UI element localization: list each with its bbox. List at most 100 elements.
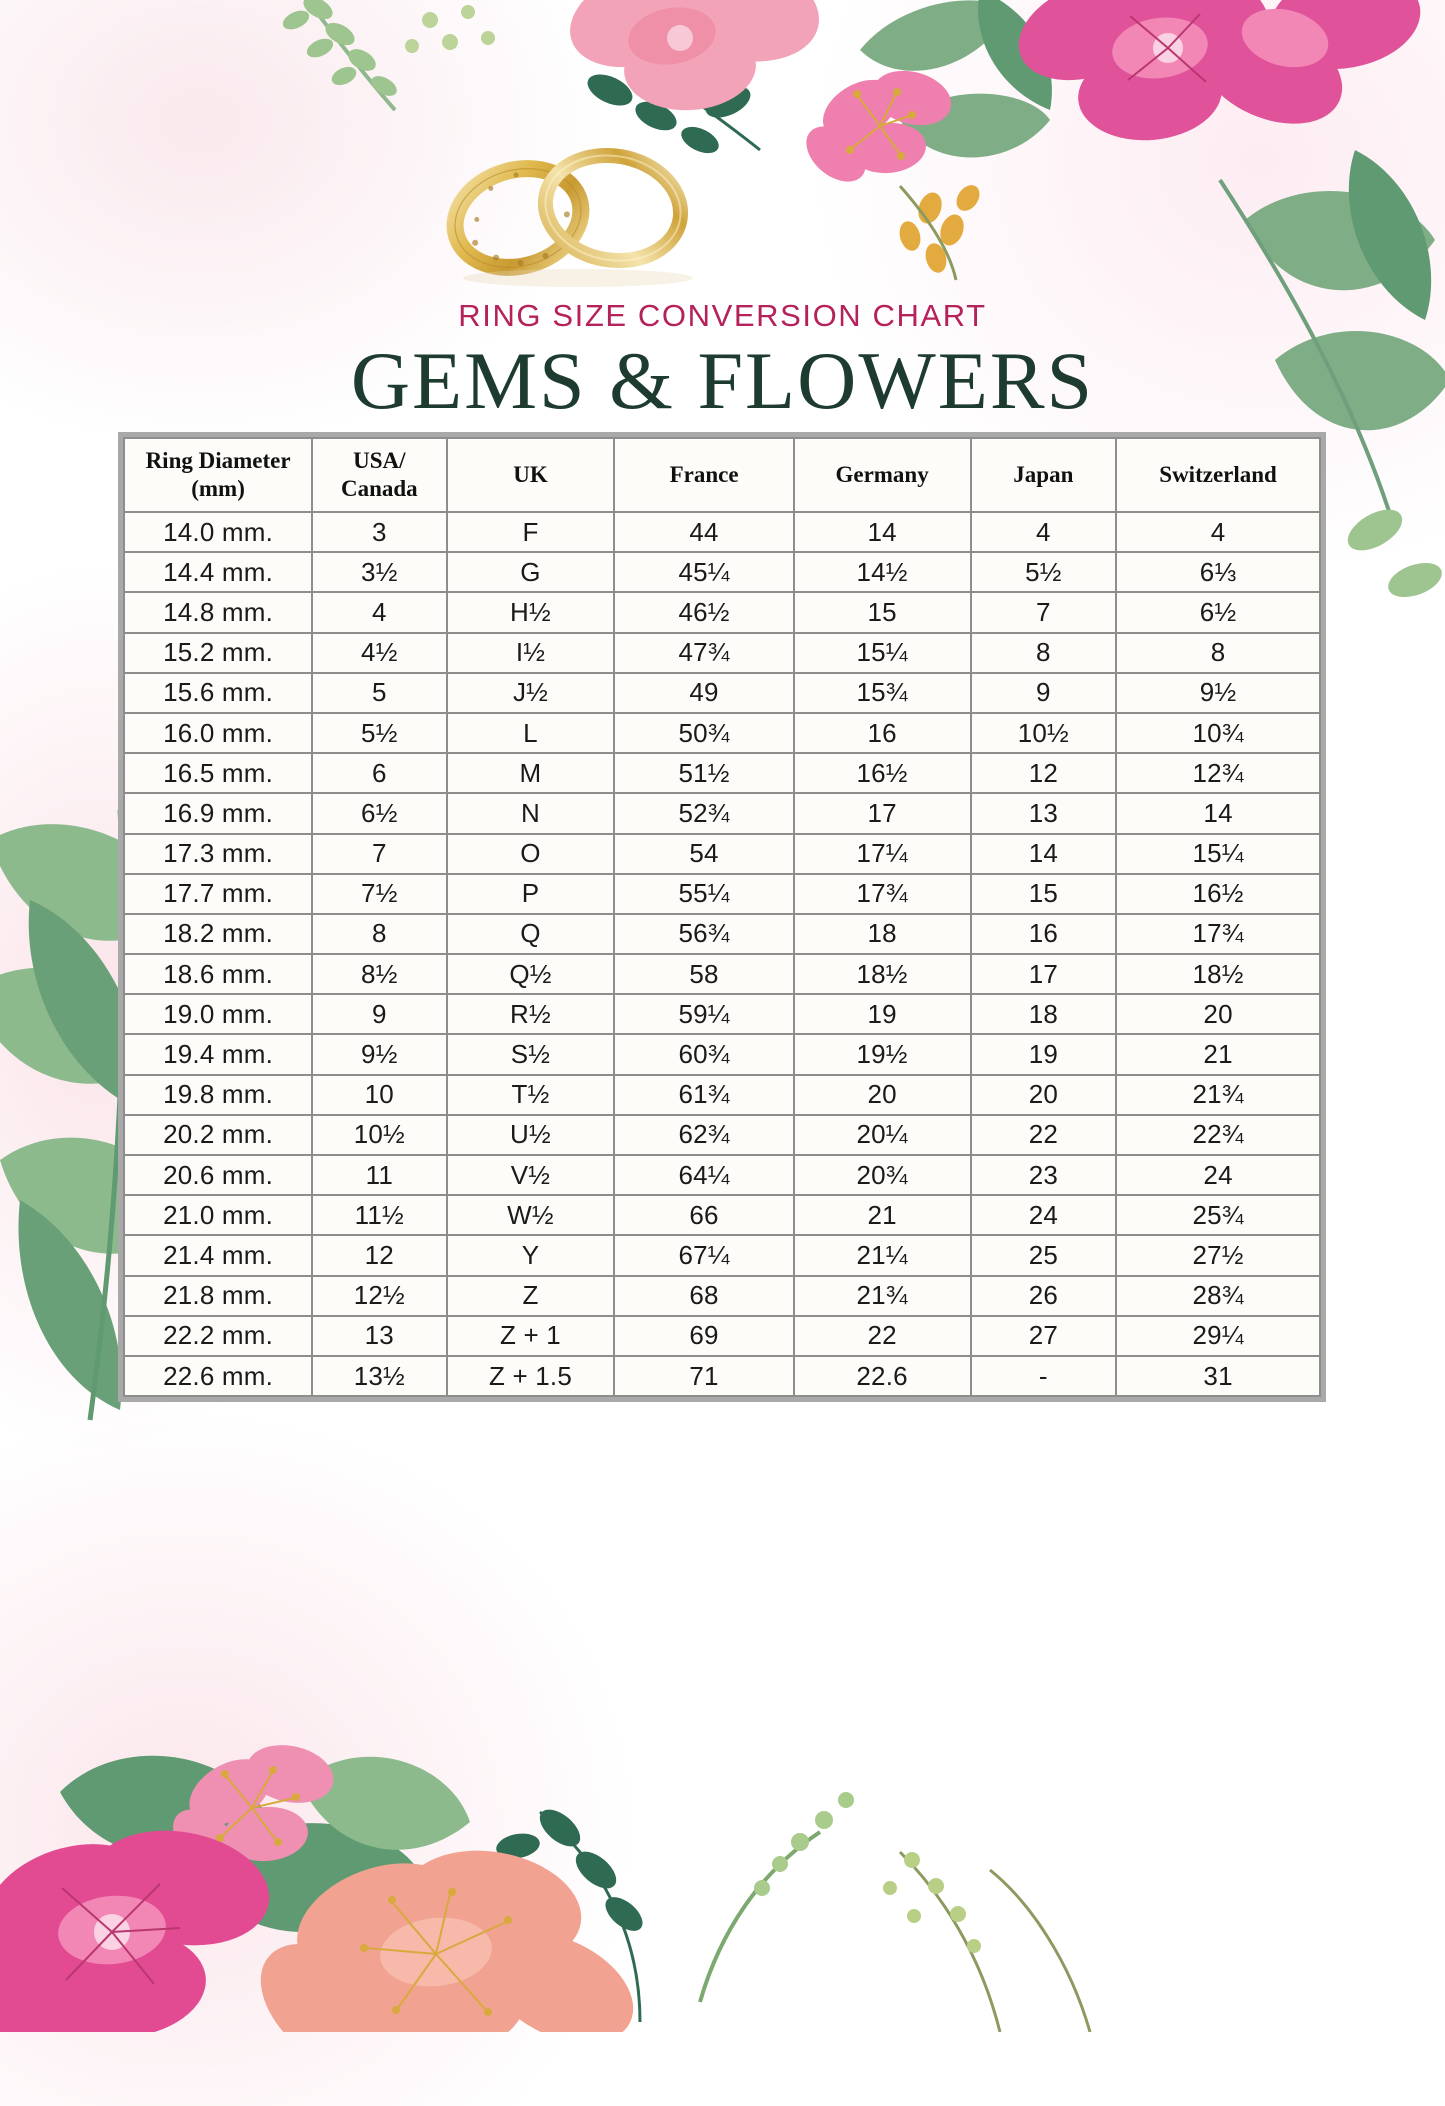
cell-japan: 8 bbox=[969, 631, 1118, 674]
cell-germany: 15¼ bbox=[792, 631, 972, 674]
cell-ring-diameter: 14.8 mm. bbox=[122, 591, 314, 634]
table-row: 19.4 mm. 9½ S½ 60¾ 19½ 19 21 bbox=[122, 1033, 1321, 1076]
cell-ring-diameter: 14.0 mm. bbox=[122, 510, 314, 554]
cell-germany: 19½ bbox=[792, 1033, 972, 1076]
cell-uk: S½ bbox=[445, 1033, 616, 1076]
cell-germany: 14 bbox=[792, 510, 972, 554]
cell-usa-canada: 11½ bbox=[311, 1194, 448, 1237]
cell-usa-canada: 3 bbox=[311, 510, 448, 554]
cell-france: 67¼ bbox=[613, 1234, 795, 1277]
cell-switzerland: 24 bbox=[1115, 1153, 1321, 1197]
cell-usa-canada: 4½ bbox=[311, 631, 448, 674]
cell-ring-diameter: 20.6 mm. bbox=[122, 1153, 314, 1197]
cell-france: 47¾ bbox=[613, 631, 795, 674]
cell-japan: 12 bbox=[969, 752, 1118, 795]
cell-germany: 15 bbox=[792, 591, 972, 634]
table-header: Ring Diameter (mm) USA/ Canada UK France… bbox=[122, 437, 1321, 513]
cell-germany: 14½ bbox=[792, 551, 972, 594]
cell-uk: J½ bbox=[445, 671, 616, 714]
cell-usa-canada: 6 bbox=[311, 752, 448, 795]
table-row: 16.9 mm. 6½ N 52¾ 17 13 14 bbox=[122, 792, 1321, 835]
cell-france: 64¼ bbox=[613, 1153, 795, 1197]
cell-usa-canada: 9 bbox=[311, 993, 448, 1036]
table-row: 18.2 mm. 8 Q 56¾ 18 16 17¾ bbox=[122, 912, 1321, 956]
cell-germany: 18 bbox=[792, 912, 972, 956]
cell-germany: 21¼ bbox=[792, 1234, 972, 1277]
table-header-row: Ring Diameter (mm) USA/ Canada UK France… bbox=[122, 437, 1321, 513]
cell-uk: N bbox=[445, 792, 616, 835]
cell-uk: T½ bbox=[445, 1073, 616, 1116]
cell-ring-diameter: 22.2 mm. bbox=[122, 1314, 314, 1357]
cell-usa-canada: 13½ bbox=[311, 1354, 448, 1398]
chart-subtitle: RING SIZE CONVERSION CHART bbox=[458, 298, 987, 333]
column-header-france: France bbox=[613, 437, 795, 513]
cell-japan: 13 bbox=[969, 792, 1118, 835]
cell-uk: U½ bbox=[445, 1113, 616, 1157]
column-header-switzerland: Switzerland bbox=[1115, 437, 1321, 513]
cell-japan: 23 bbox=[969, 1153, 1118, 1197]
cell-switzerland: 17¾ bbox=[1115, 912, 1321, 956]
cell-uk: W½ bbox=[445, 1194, 616, 1237]
cell-ring-diameter: 16.0 mm. bbox=[122, 711, 314, 755]
column-header-germany: Germany bbox=[792, 437, 972, 513]
cell-france: 66 bbox=[613, 1194, 795, 1237]
cell-switzerland: 27½ bbox=[1115, 1234, 1321, 1277]
cell-switzerland: 21 bbox=[1115, 1033, 1321, 1076]
cell-germany: 16½ bbox=[792, 752, 972, 795]
cell-ring-diameter: 15.2 mm. bbox=[122, 631, 314, 674]
cell-germany: 21 bbox=[792, 1194, 972, 1237]
cell-france: 44 bbox=[613, 510, 795, 554]
cell-france: 69 bbox=[613, 1314, 795, 1357]
cell-usa-canada: 10 bbox=[311, 1073, 448, 1116]
cell-japan: 9 bbox=[969, 671, 1118, 714]
cell-usa-canada: 12½ bbox=[311, 1274, 448, 1317]
cell-japan: 10½ bbox=[969, 711, 1118, 755]
cell-japan: 17 bbox=[969, 953, 1118, 996]
table-row: 22.6 mm. 13½ Z + 1.5 71 22.6-31 bbox=[122, 1354, 1321, 1398]
cell-germany: 20¾ bbox=[792, 1153, 972, 1197]
cell-uk: G bbox=[445, 551, 616, 594]
table-row: 19.8 mm. 10 T½ 61¾ 20 20 21¾ bbox=[122, 1073, 1321, 1116]
cell-ring-diameter: 21.0 mm. bbox=[122, 1194, 314, 1237]
cell-france: 71 bbox=[613, 1354, 795, 1398]
cell-switzerland: 28¾ bbox=[1115, 1274, 1321, 1317]
cell-usa-canada: 8 bbox=[311, 912, 448, 956]
cell-france: 60¾ bbox=[613, 1033, 795, 1076]
table-row: 17.7 mm. 7½ P 55¼ 17¾ 15 16½ bbox=[122, 872, 1321, 915]
cell-ring-diameter: 18.2 mm. bbox=[122, 912, 314, 956]
cell-usa-canada: 13 bbox=[311, 1314, 448, 1357]
cell-ring-diameter: 22.6 mm. bbox=[122, 1354, 314, 1398]
cell-ring-diameter: 20.2 mm. bbox=[122, 1113, 314, 1157]
cell-japan: 24 bbox=[969, 1194, 1118, 1237]
cell-uk: M bbox=[445, 752, 616, 795]
cell-france: 51½ bbox=[613, 752, 795, 795]
table-row: 18.6 mm. 8½ Q½ 58 18½ 17 18½ bbox=[122, 953, 1321, 996]
cell-japan: 18 bbox=[969, 993, 1118, 1036]
cell-germany: 21¾ bbox=[792, 1274, 972, 1317]
table-body: 14.0 mm. 3 F 44 14 4 4 14.4 mm. 3½ G 45¼ 14½ 5½ 6⅓ 14.… bbox=[122, 510, 1321, 1398]
table-row: 14.4 mm. 3½ G 45¼ 14½ 5½ 6⅓ bbox=[122, 551, 1321, 594]
cell-japan: 25 bbox=[969, 1234, 1118, 1277]
cell-japan: 22 bbox=[969, 1113, 1118, 1157]
cell-usa-canada: 5 bbox=[311, 671, 448, 714]
cell-japan: 15 bbox=[969, 872, 1118, 915]
cell-switzerland: 21¾ bbox=[1115, 1073, 1321, 1116]
cell-uk: V½ bbox=[445, 1153, 616, 1197]
cell-france: 54 bbox=[613, 832, 795, 875]
cell-usa-canada: 5½ bbox=[311, 711, 448, 755]
cell-switzerland: 14 bbox=[1115, 792, 1321, 835]
cell-germany: 20¼ bbox=[792, 1113, 972, 1157]
column-header-line1: USA/ bbox=[353, 447, 406, 473]
table-row: 20.2 mm. 10½ U½ 62¾ 20¼ 22 22¾ bbox=[122, 1113, 1321, 1157]
cell-germany: 20 bbox=[792, 1073, 972, 1116]
cell-germany: 16 bbox=[792, 711, 972, 755]
cell-usa-canada: 4 bbox=[311, 591, 448, 634]
cell-uk: L bbox=[445, 711, 616, 755]
column-header-line1: Ring Diameter bbox=[145, 447, 291, 473]
background-wash-bottom-left bbox=[0, 1406, 640, 2106]
cell-japan: 5½ bbox=[969, 551, 1118, 594]
cell-ring-diameter: 21.4 mm. bbox=[122, 1234, 314, 1277]
column-header-ring-diameter: Ring Diameter (mm) bbox=[122, 437, 314, 513]
cell-uk: P bbox=[445, 872, 616, 915]
cell-uk: Z + 1 bbox=[445, 1314, 616, 1357]
